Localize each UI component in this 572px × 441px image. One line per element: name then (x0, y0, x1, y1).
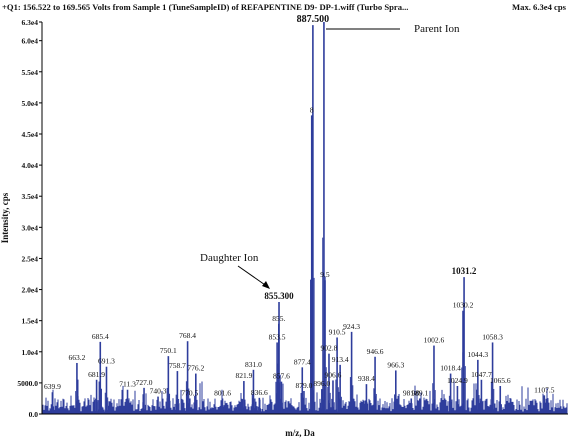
peak-label: 821.9 (235, 371, 252, 380)
y-tick-label: 0.0 (29, 410, 39, 419)
y-tick-label: 3.0e4 (22, 223, 39, 232)
peak-label: 1107.5 (534, 385, 555, 394)
peak-label: 727.0 (136, 378, 153, 387)
y-tick-label: 2.0e4 (22, 286, 39, 295)
peak-label: 1058.3 (482, 332, 503, 341)
peak-label: 877.4 (294, 357, 311, 366)
peak-label: 711.3 (119, 380, 136, 389)
peak-label: 1044.3 (468, 350, 489, 359)
peak-label: 1065.6 (490, 376, 511, 385)
y-ticks-group: 0.0 5000.0 1.0e4 1.5e4 2.0e4 2.5e4 3.0e4 3.5e4 4… (17, 18, 42, 419)
daughter-ion-annotation: Daughter Ion (200, 252, 259, 264)
peak-label: 924.3 (343, 322, 360, 331)
peak-label: 768.4 (179, 331, 196, 340)
peak-label: 966.3 (387, 360, 404, 369)
y-tick-label: 2.5e4 (22, 254, 39, 263)
peak-label: 910.5 (329, 327, 346, 336)
peak-label: 1024.9 (447, 376, 468, 385)
peak-label: 1018.4 (440, 364, 461, 373)
y-tick-label: 4.0e4 (22, 161, 39, 170)
y-tick-label: 1.0e4 (22, 348, 39, 357)
peak-label: 902.8 (321, 344, 338, 353)
peak-label: 836.6 (251, 388, 268, 397)
peak-label: 946.6 (367, 347, 384, 356)
peak-label: 938.4 (358, 374, 375, 383)
peak-label: 855.300 (264, 291, 294, 301)
peak-label: 857.6 (273, 372, 290, 381)
y-tick-label: 5.5e4 (22, 68, 39, 77)
peak-label: 879.0 (296, 381, 313, 390)
y-tick-label: 5000.0 (17, 379, 38, 388)
y-axis-label: Intensity, cps (0, 192, 10, 243)
peak-label: 906.6 (325, 370, 342, 379)
y-tick-label: 6.0e4 (22, 37, 39, 46)
max-intensity-readout: Max. 6.3e4 cps (512, 2, 566, 12)
peak-label: 639.9 (44, 382, 61, 391)
y-tick-label: 1.5e4 (22, 317, 39, 326)
peak-label: 896.0 (313, 379, 330, 388)
peak-label: 663.2 (68, 353, 85, 362)
peak-label: 1031.2 (452, 266, 477, 276)
peak-label: 691.3 (98, 357, 115, 366)
peak-label: 681.9 (88, 370, 105, 379)
y-tick-label: 5.0e4 (22, 99, 39, 108)
peak-label: 887.500 (297, 14, 330, 25)
daughter-ion-arrow-line (237, 265, 269, 288)
spectrum-trace-group (42, 22, 568, 414)
peak-label: 853.5 (269, 332, 286, 341)
scan-description: +Q1: 156.522 to 169.565 Volts from Sampl… (2, 2, 409, 12)
peak-label: 9.5 (320, 270, 330, 279)
peak-label: 989.1 (411, 388, 428, 397)
y-tick-label: 6.3e4 (22, 18, 39, 27)
peak-label: 1002.6 (424, 336, 445, 345)
peak-label: 831.0 (245, 360, 262, 369)
peak-label: 770.5 (181, 388, 198, 397)
peak-label: 740.3 (150, 387, 167, 396)
axes-group (41, 22, 568, 415)
daughter-ion-arrowhead (262, 281, 270, 289)
peak-label: 855. (272, 314, 285, 323)
peak-label: 1047.7 (471, 370, 492, 379)
peak-label: 981.0 (403, 388, 420, 397)
y-tick-label: 4.5e4 (22, 130, 39, 139)
peak-label: 776.2 (187, 364, 204, 373)
x-axis-label: m/z, Da (285, 428, 315, 438)
peak-label: 1030.2 (453, 301, 474, 310)
y-tick-label: 3.5e4 (22, 192, 39, 201)
peak-label: 758.7 (169, 361, 186, 370)
peak-label: 750.1 (160, 346, 177, 355)
peak-label: 8 (310, 105, 314, 114)
peak-label: 913.4 (332, 355, 349, 364)
peak-label: 801.6 (214, 388, 231, 397)
parent-ion-annotation: Parent Ion (414, 23, 460, 35)
peak-label: 685.4 (92, 332, 109, 341)
